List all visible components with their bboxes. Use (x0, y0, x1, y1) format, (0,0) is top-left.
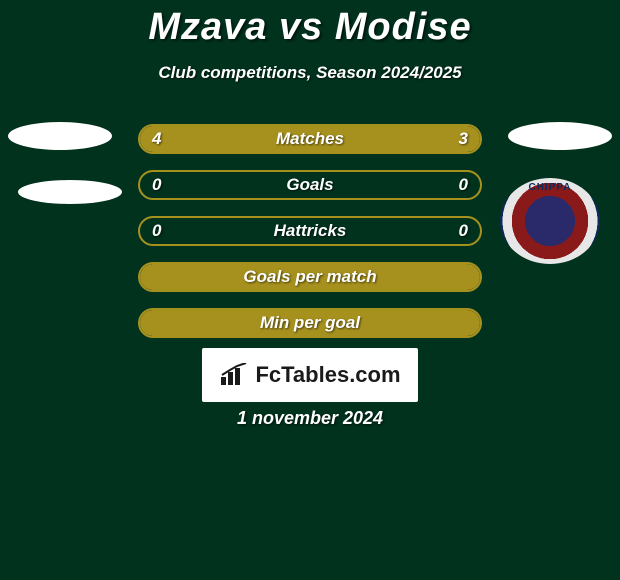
player-left-avatar-placeholder (8, 122, 112, 150)
page-title: Mzava vs Modise (0, 0, 620, 49)
stat-row-matches: 4 Matches 3 (138, 124, 482, 154)
stat-label: Matches (140, 126, 480, 152)
brand-badge: FcTables.com (202, 348, 418, 402)
stat-row-goals-per-match: Goals per match (138, 262, 482, 292)
club-right-badge: CHIPPA (500, 178, 600, 264)
brand-text: FcTables.com (255, 362, 400, 388)
stats-panel: 4 Matches 3 0 Goals 0 0 Hattricks 0 Goal… (138, 124, 482, 354)
stat-row-min-per-goal: Min per goal (138, 308, 482, 338)
stat-value-right: 0 (459, 218, 468, 244)
club-right-badge-text: CHIPPA (500, 182, 600, 193)
club-left-avatar-placeholder (18, 180, 122, 204)
footer-date: 1 november 2024 (0, 408, 620, 429)
stat-row-hattricks: 0 Hattricks 0 (138, 216, 482, 246)
bar-chart-icon (219, 363, 249, 387)
player-right-avatar-placeholder (508, 122, 612, 150)
page-subtitle: Club competitions, Season 2024/2025 (0, 63, 620, 83)
stat-value-right: 0 (459, 172, 468, 198)
stat-label: Min per goal (140, 310, 480, 336)
stat-label: Hattricks (140, 218, 480, 244)
stat-label: Goals per match (140, 264, 480, 290)
stat-row-goals: 0 Goals 0 (138, 170, 482, 200)
stat-label: Goals (140, 172, 480, 198)
stat-value-right: 3 (459, 126, 468, 152)
